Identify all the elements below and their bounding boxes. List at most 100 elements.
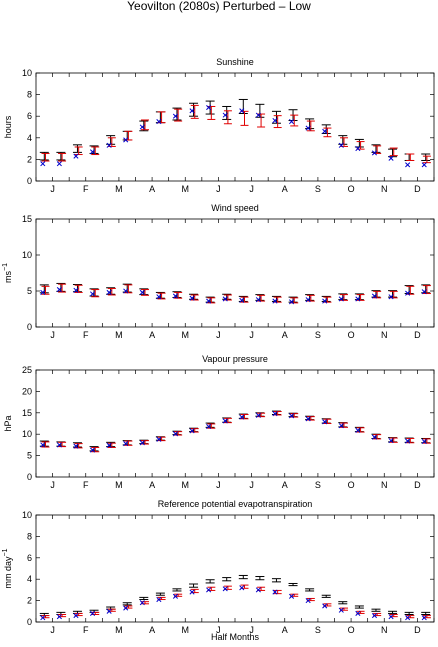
simulated-point	[56, 161, 62, 167]
x-tick-label: A	[282, 480, 288, 490]
perturbed-errorbar	[323, 127, 332, 138]
x-tick-label: J	[50, 330, 55, 340]
simulated-point	[355, 296, 361, 302]
perturbed-errorbar	[124, 440, 133, 446]
observed-errorbar	[205, 100, 215, 115]
simulated-point	[73, 153, 79, 159]
x-tick-label: J	[216, 625, 221, 635]
perturbed-errorbar	[58, 283, 67, 293]
y-tick-label: 5	[27, 286, 32, 296]
observed-errorbar	[106, 135, 116, 145]
simulated-point	[89, 447, 96, 453]
x-axis-label: Half Months	[211, 632, 260, 642]
perturbed-errorbar	[91, 611, 100, 616]
simulated-point	[222, 112, 228, 118]
simulated-point	[73, 443, 79, 449]
simulated-point	[222, 418, 228, 424]
x-tick-label: J	[216, 480, 221, 490]
perturbed-errorbar	[339, 422, 348, 428]
observed-errorbar	[305, 588, 315, 592]
simulated-point	[239, 108, 245, 114]
x-tick-label: J	[50, 625, 55, 635]
simulated-point	[156, 596, 162, 603]
simulated-point	[56, 442, 62, 448]
perturbed-errorbar	[356, 427, 365, 433]
perturbed-errorbar	[257, 294, 266, 302]
simulated-point	[322, 603, 328, 609]
simulated-point	[288, 299, 295, 305]
simulated-point	[338, 607, 344, 613]
simulated-point	[222, 296, 228, 302]
simulated-point	[89, 610, 96, 616]
perturbed-errorbar	[290, 413, 299, 418]
x-tick-label: A	[149, 480, 155, 490]
observed-errorbar	[354, 138, 364, 148]
y-tick-label: 8	[27, 90, 32, 100]
simulated-point	[156, 436, 162, 442]
observed-errorbar	[404, 153, 414, 161]
observed-errorbar	[222, 577, 232, 582]
perturbed-errorbar	[190, 104, 199, 119]
simulated-point	[371, 293, 378, 299]
x-tick-label: J	[216, 330, 221, 340]
observed-errorbar	[421, 153, 431, 161]
x-tick-label: M	[115, 184, 123, 194]
observed-errorbar	[155, 592, 165, 596]
observed-errorbar	[338, 135, 348, 145]
simulated-point	[338, 423, 344, 429]
perturbed-errorbar	[157, 111, 166, 124]
chart-panel-2: Wind speed 0 5 10 15 J F M A M J J A S O N Dms−1	[2, 203, 435, 340]
simulated-point	[322, 419, 328, 425]
simulated-point	[206, 423, 212, 430]
simulated-point	[73, 287, 79, 293]
simulated-point	[405, 615, 411, 621]
perturbed-errorbar	[174, 431, 183, 436]
observed-errorbar	[404, 611, 414, 616]
perturbed-errorbar	[58, 441, 67, 448]
perturbed-errorbar	[91, 289, 100, 298]
plot-area	[35, 72, 435, 182]
simulated-point	[421, 162, 427, 168]
simulated-point	[189, 428, 195, 434]
x-tick-label: D	[414, 184, 421, 194]
simulated-point	[305, 125, 311, 131]
simulated-point	[371, 613, 378, 619]
perturbed-errorbar	[389, 147, 398, 157]
x-tick-label: J	[249, 625, 254, 635]
y-tick-label: 2	[27, 596, 32, 606]
perturbed-errorbar	[207, 105, 216, 120]
perturbed-errorbar	[58, 152, 67, 162]
perturbed-errorbar	[74, 443, 83, 449]
simulated-point	[40, 442, 46, 448]
y-tick-label: 6	[27, 111, 32, 121]
y-tick-label: 4	[27, 133, 32, 143]
simulated-point	[56, 287, 62, 293]
perturbed-errorbar	[223, 417, 232, 424]
perturbed-errorbar	[389, 290, 398, 299]
simulated-point	[89, 291, 96, 297]
y-tick-label: 10	[22, 250, 32, 260]
x-tick-label: A	[282, 625, 288, 635]
perturbed-errorbar	[339, 137, 348, 147]
perturbed-errorbar	[140, 440, 149, 445]
simulated-point	[322, 128, 328, 134]
simulated-point	[123, 137, 129, 143]
simulated-point	[156, 119, 162, 125]
simulated-point	[355, 610, 361, 616]
simulated-point	[288, 413, 295, 419]
x-tick-label: M	[115, 330, 123, 340]
y-tick-label: 10	[22, 510, 32, 520]
simulated-point	[239, 414, 245, 420]
perturbed-errorbar	[273, 589, 282, 595]
perturbed-errorbar	[190, 428, 199, 433]
plot-area	[35, 369, 435, 478]
x-tick-label: N	[381, 330, 388, 340]
perturbed-errorbar	[107, 287, 116, 296]
y-tick-label: 15	[22, 214, 32, 224]
plot-area	[35, 514, 435, 623]
x-tick-label: J	[50, 184, 55, 194]
simulated-point	[272, 117, 278, 124]
observed-errorbar	[271, 110, 281, 124]
simulated-point	[272, 411, 278, 417]
